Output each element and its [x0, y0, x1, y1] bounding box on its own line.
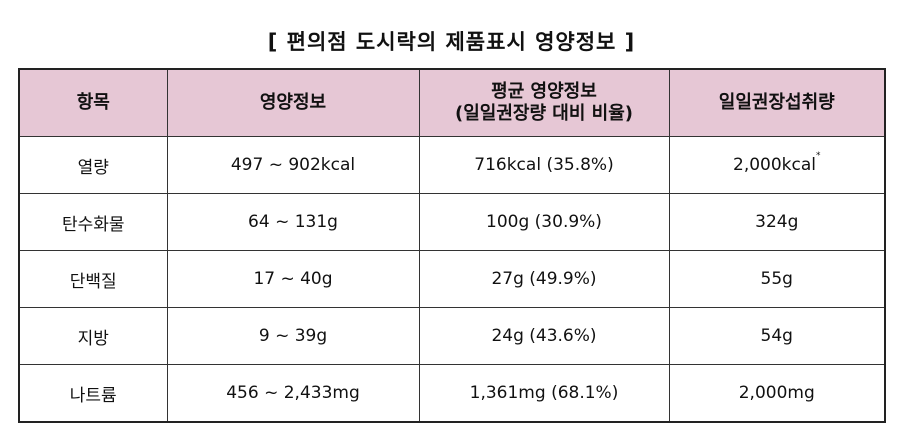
table-cell: 17 ~ 40g: [166, 250, 420, 308]
cell-text: 나트륨: [69, 385, 117, 406]
cell-text: 탄수화물: [61, 214, 125, 235]
cell-text: 지방: [77, 328, 109, 349]
table-row: 지방 9 ~ 39g 24g (43.6%) 54g: [18, 307, 886, 365]
table-cell: 24g (43.6%): [418, 307, 670, 365]
table-cell: 나트륨: [18, 364, 168, 423]
table-cell: 지방: [18, 307, 168, 365]
table-cell: 456 ~ 2,433mg: [166, 364, 420, 423]
table-cell: 497 ~ 902kcal: [166, 136, 420, 194]
table-cell: 55g: [668, 250, 886, 308]
table-cell: 716kcal (35.8%): [418, 136, 670, 194]
table-row: 탄수화물 64 ~ 131g 100g (30.9%) 324g: [18, 193, 886, 251]
cell-text: 17 ~ 40g: [253, 269, 333, 289]
footnote-mark: *: [816, 151, 821, 161]
table-cell: 1,361mg (68.1%): [418, 364, 670, 423]
cell-text: (일일권장량 대비 비율): [454, 103, 634, 124]
table-cell: 열량: [18, 136, 168, 194]
table-cell: 27g (49.9%): [418, 250, 670, 308]
table-row: 나트륨 456 ~ 2,433mg 1,361mg (68.1%) 2,000mg: [18, 364, 886, 423]
table-cell: 탄수화물: [18, 193, 168, 251]
cell-text: 항목: [76, 92, 110, 113]
header-cell: 항목: [18, 68, 168, 137]
header-cell: 일일권장섭취량: [668, 68, 886, 137]
table-cell: 54g: [668, 307, 886, 365]
header-cell: 평균 영양정보 (일일권장량 대비 비율): [418, 68, 670, 137]
table-body: 열량 497 ~ 902kcal 716kcal (35.8%) 2,000kcal*…: [18, 136, 886, 423]
cell-text: 64 ~ 131g: [248, 212, 338, 232]
cell-text: 100g (30.9%): [486, 212, 602, 232]
title: [ 편의점 도시락의 제품표시 영양정보 ]: [267, 30, 636, 54]
table-cell: 100g (30.9%): [418, 193, 670, 251]
cell-text: 716kcal (35.8%): [474, 155, 614, 175]
table-row: 열량 497 ~ 902kcal 716kcal (35.8%) 2,000kcal*: [18, 136, 886, 194]
header-row: 항목 영양정보 평균 영양정보 (일일권장량 대비 비율) 일일권장섭취량: [18, 68, 886, 137]
table-row: 단백질 17 ~ 40g 27g (49.9%) 55g: [18, 250, 886, 308]
cell-text: 497 ~ 902kcal: [230, 155, 356, 175]
cell-text: 324g: [755, 212, 799, 232]
cell-text: 단백질: [69, 271, 117, 292]
cell-text: 9 ~ 39g: [258, 326, 328, 346]
cell-text: 일일권장섭취량: [718, 92, 835, 113]
cell-text: 평균 영양정보: [491, 81, 597, 102]
cell-text: 1,361mg (68.1%): [469, 383, 619, 403]
cell-text: 456 ~ 2,433mg: [226, 383, 360, 403]
cell-text: 55g: [760, 269, 793, 289]
cell-text: 2,000mg: [738, 383, 815, 403]
cell-text: 27g (49.9%): [491, 269, 597, 289]
cell-text: 24g (43.6%): [491, 326, 597, 346]
table-header: 항목 영양정보 평균 영양정보 (일일권장량 대비 비율) 일일권장섭취량: [18, 68, 886, 137]
table-cell: 64 ~ 131g: [166, 193, 420, 251]
cell-text: 2,000kcal: [733, 155, 816, 175]
cell-text: 영양정보: [259, 92, 327, 113]
table-cell: 2,000kcal*: [668, 136, 886, 194]
table-cell: 단백질: [18, 250, 168, 308]
cell-text: 열량: [77, 157, 109, 178]
table-cell: 324g: [668, 193, 886, 251]
cell-text: 54g: [760, 326, 793, 346]
table-cell: 9 ~ 39g: [166, 307, 420, 365]
table-cell: 2,000mg: [668, 364, 886, 423]
header-cell: 영양정보: [166, 68, 420, 137]
